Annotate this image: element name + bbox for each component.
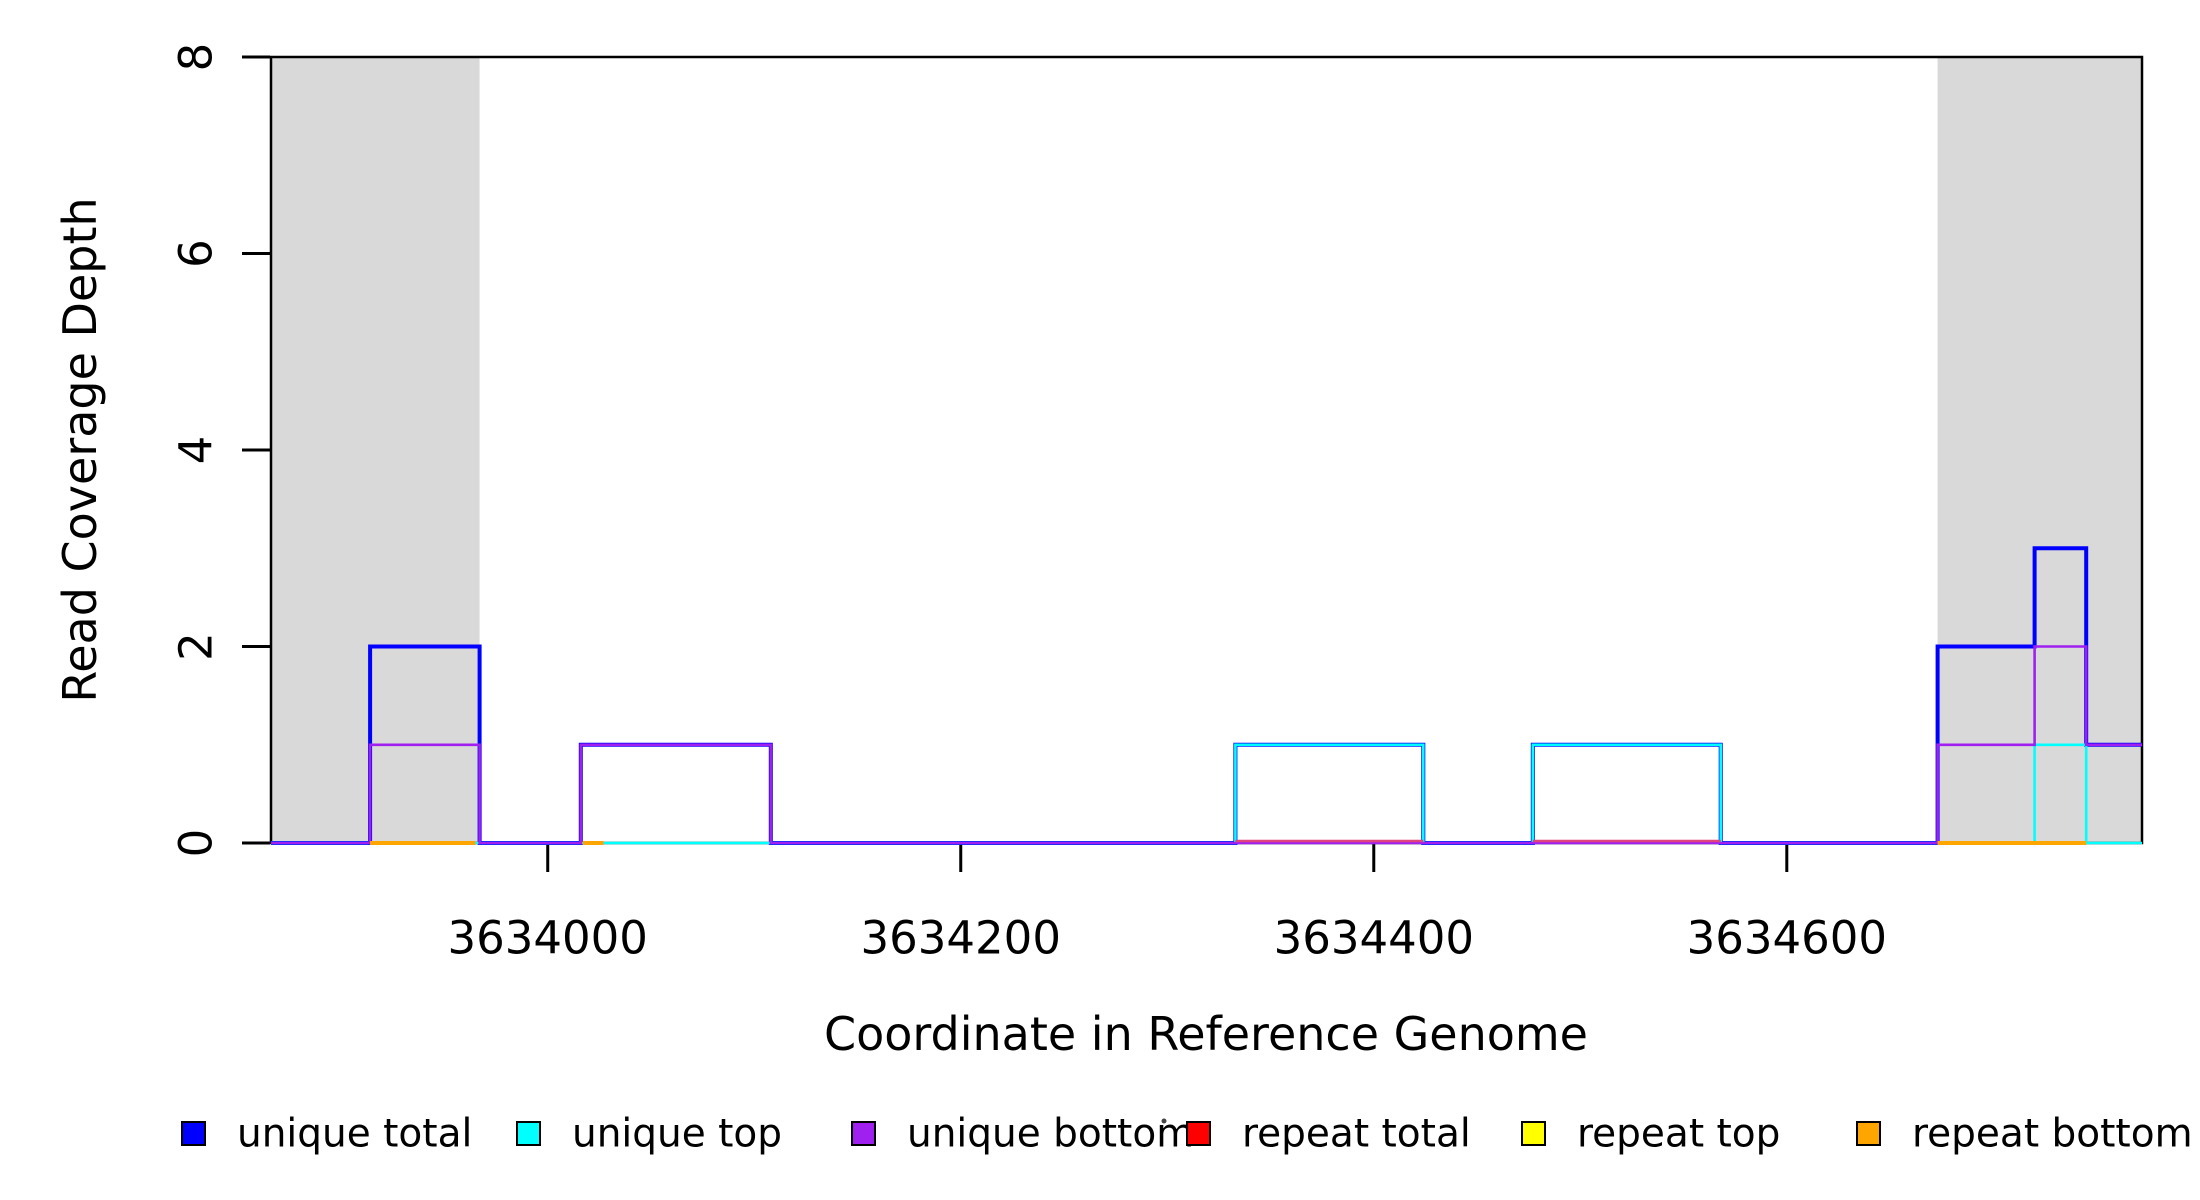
legend-swatch xyxy=(1521,1121,1546,1146)
legend-item: unique bottom xyxy=(851,1112,1194,1157)
legend-label: repeat total xyxy=(1242,1112,1471,1157)
y-tick-label: 8 xyxy=(170,43,223,72)
y-axis-title: Read Coverage Depth xyxy=(53,197,107,702)
y-tick-label: 4 xyxy=(170,436,223,465)
series-line-unique-total xyxy=(271,546,2142,845)
legend-swatch xyxy=(1186,1121,1211,1146)
repeat-region-band xyxy=(271,57,480,843)
x-tick-label: 3634400 xyxy=(1274,912,1474,965)
y-tick-label: 0 xyxy=(170,829,223,858)
legend-item: repeat top xyxy=(1521,1112,1780,1157)
legend-item: repeat total xyxy=(1186,1112,1471,1157)
repeat-region-shading xyxy=(271,57,2142,843)
legend-label: unique top xyxy=(572,1112,782,1157)
x-tick-label: 3634200 xyxy=(861,912,1061,965)
y-tick-label: 6 xyxy=(170,239,223,268)
series-lines xyxy=(271,546,2142,845)
series-line-unique-top xyxy=(271,743,2142,845)
stray-dot xyxy=(1161,1118,1167,1124)
x-axis-title: Coordinate in Reference Genome xyxy=(824,1007,1588,1061)
x-tick-label: 3634000 xyxy=(448,912,648,965)
legend-label: unique bottom xyxy=(907,1112,1194,1157)
x-tick-label: 3634600 xyxy=(1687,912,1887,965)
legend: unique total unique top unique bottom repea… xyxy=(181,1112,2193,1157)
legend-swatch xyxy=(1856,1121,1881,1146)
legend-item: unique total xyxy=(181,1112,472,1157)
legend-swatch xyxy=(516,1121,541,1146)
series-line-unique-bottom xyxy=(271,645,2142,845)
legend-swatch xyxy=(851,1121,876,1146)
y-tick-label: 2 xyxy=(170,632,223,661)
legend-label: repeat bottom xyxy=(1912,1112,2193,1157)
plot-border xyxy=(269,55,2144,845)
legend-label: repeat top xyxy=(1577,1112,1780,1157)
repeat-region-band xyxy=(1937,57,2142,843)
legend-item: unique top xyxy=(516,1112,782,1157)
legend-label: unique total xyxy=(237,1112,472,1157)
legend-swatch xyxy=(181,1121,206,1146)
legend-item: repeat bottom xyxy=(1856,1112,2193,1157)
